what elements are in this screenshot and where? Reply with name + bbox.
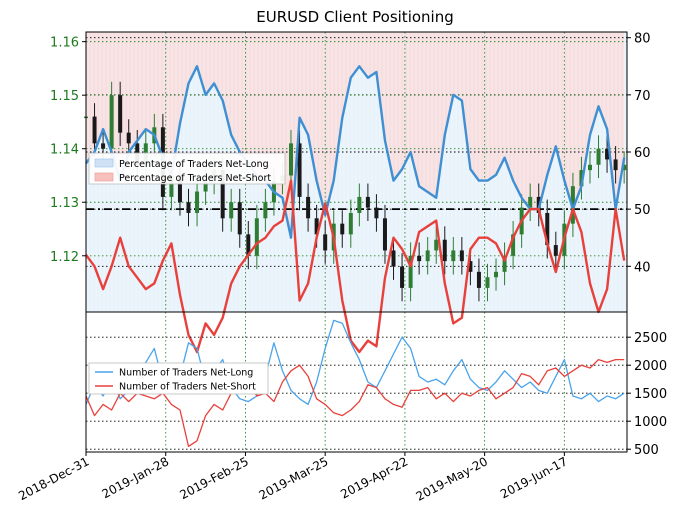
lower-legend-box xyxy=(88,362,269,395)
legend-swatch-net-long xyxy=(94,158,114,168)
candle-body xyxy=(340,223,345,235)
candle-body xyxy=(254,218,259,256)
percent-tick-label: 60 xyxy=(634,146,651,161)
candle-body xyxy=(297,143,302,197)
upper-legend-box xyxy=(88,152,286,185)
price-tick-label: 1.15 xyxy=(50,89,79,104)
percent-tick-label: 80 xyxy=(634,32,651,47)
candle-body xyxy=(596,148,601,165)
candle-body xyxy=(494,271,499,278)
candle-body xyxy=(263,202,268,219)
candle-body xyxy=(553,245,558,256)
x-ticks: 2018-Dec-31 2019-Jan-28 2019-Feb-25 2019-Ma… xyxy=(16,452,570,504)
candle-body xyxy=(391,250,396,267)
candle-body xyxy=(220,170,225,219)
candle-body xyxy=(613,159,618,171)
candle-body xyxy=(400,266,405,288)
candle-body xyxy=(289,143,294,176)
candle-body xyxy=(442,239,447,262)
series-line-count-net-short xyxy=(85,358,625,448)
price-tick-label: 1.12 xyxy=(50,250,79,265)
candle-body xyxy=(323,234,328,251)
legend-swatch-net-short xyxy=(94,172,114,182)
percent-tick-label: 50 xyxy=(634,203,651,218)
candle-body xyxy=(229,202,234,219)
percent-tick-label: 70 xyxy=(634,89,651,104)
candle-body xyxy=(348,212,353,235)
x-tick-label: 2019-Feb-25 xyxy=(177,454,250,502)
candle-body xyxy=(246,234,251,256)
candle-body xyxy=(186,202,191,213)
net-short-fill xyxy=(86,32,625,238)
x-tick-label: 2019-Jan-28 xyxy=(100,454,172,501)
count-tick-label: 1000 xyxy=(634,415,667,430)
price-tick-label: 1.14 xyxy=(50,143,79,158)
lower-ticks: 500 1000 1500 2000 2500 xyxy=(627,331,667,458)
candle-body xyxy=(382,218,387,251)
candle-body xyxy=(579,170,584,187)
x-tick-label: 2019-Mar-25 xyxy=(257,454,331,502)
candle-body xyxy=(169,175,174,197)
upper-lines xyxy=(85,65,626,354)
candle-body xyxy=(126,132,131,144)
x-tick-label: 2019-May-20 xyxy=(414,454,490,503)
x-tick-label: 2019-Apr-22 xyxy=(338,454,410,501)
candle-body xyxy=(605,148,610,160)
lower-frame xyxy=(85,311,628,453)
candle-body xyxy=(177,175,182,203)
lower-plot-frame xyxy=(85,311,628,453)
candle-body xyxy=(459,250,464,262)
candle-body xyxy=(203,180,208,192)
lower-legend: Number of Traders Net-Long Number of Trad… xyxy=(88,362,269,395)
candle-body xyxy=(545,212,550,246)
candle-body xyxy=(237,202,242,235)
candle-body xyxy=(451,250,456,262)
candle-body xyxy=(195,191,200,213)
candle-body xyxy=(417,255,422,262)
candle-body xyxy=(434,239,439,251)
candle-body xyxy=(92,116,97,144)
price-tick-label: 1.13 xyxy=(50,196,79,211)
x-tick-label: 2018-Dec-31 xyxy=(16,454,91,503)
lower-legend-label: Number of Traders Net-Short xyxy=(119,382,256,393)
lower-legend-label: Number of Traders Net-Long xyxy=(119,368,253,379)
price-tick-label: 1.16 xyxy=(50,36,79,51)
candle-body xyxy=(357,196,362,213)
upper-ticks: 40 50 60 70 80 1.12 1.13 1.14 1.15 1.16 xyxy=(50,32,651,276)
candle-body xyxy=(468,261,473,272)
candle-body xyxy=(365,196,370,208)
upper-legend-label: Percentage of Traders Net-Short xyxy=(119,173,271,184)
percent-tick-label: 40 xyxy=(634,260,651,275)
candle-body xyxy=(118,95,123,133)
count-tick-label: 500 xyxy=(634,443,659,458)
chart-title: EURUSD Client Positioning xyxy=(256,8,454,26)
candle-body xyxy=(374,207,379,219)
x-tick-label: 2019-Jun-17 xyxy=(498,454,570,501)
count-tick-label: 1500 xyxy=(634,387,667,402)
candle-body xyxy=(306,196,311,219)
candle-body xyxy=(476,271,481,288)
candle-body xyxy=(485,277,490,288)
count-tick-label: 2500 xyxy=(634,331,667,346)
upper-legend-label: Percentage of Traders Net-Long xyxy=(119,159,269,170)
candle-body xyxy=(502,255,507,272)
candle-body xyxy=(622,164,627,171)
candle-body xyxy=(511,234,516,256)
candle-body xyxy=(587,164,592,171)
series-line-percent-net-short xyxy=(85,179,626,354)
candle-body xyxy=(528,196,533,208)
count-tick-label: 2000 xyxy=(634,359,667,374)
candle-body xyxy=(314,218,319,235)
candle-body xyxy=(109,95,114,149)
candle-body xyxy=(101,143,106,149)
candle-body xyxy=(408,255,413,288)
candle-body xyxy=(425,250,430,262)
upper-legend: Percentage of Traders Net-Long Percentage… xyxy=(88,152,286,185)
